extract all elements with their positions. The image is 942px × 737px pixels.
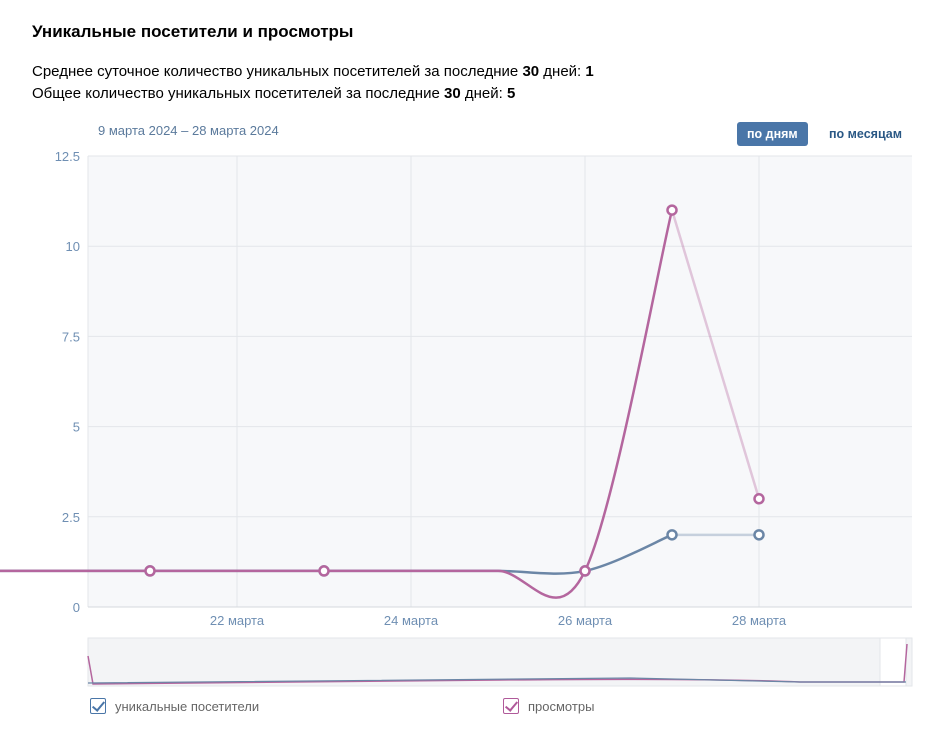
by-months-button[interactable]: по месяцам: [829, 127, 902, 141]
total-visitors-line: Общее количество уникальных посетителей …: [32, 85, 516, 102]
by-days-button[interactable]: по дням: [737, 122, 808, 146]
y-tick-label: 7.5: [62, 329, 80, 344]
plot-area: [88, 156, 912, 607]
data-point: [753, 493, 765, 505]
checkbox-icon: [503, 698, 519, 714]
total-value: 5: [506, 85, 516, 102]
avg-visitors-line: Среднее суточное количество уникальных п…: [32, 63, 594, 80]
checkbox-icon: [90, 698, 106, 714]
avg-days: 30: [522, 63, 540, 80]
data-point: [144, 565, 156, 577]
x-tick-label: 24 марта: [384, 613, 439, 628]
data-point: [753, 529, 765, 541]
y-tick-label: 5: [73, 420, 80, 435]
avg-value: 1: [585, 63, 594, 80]
x-tick-label: 26 марта: [558, 613, 613, 628]
x-tick-label: 22 марта: [210, 613, 265, 628]
data-point: [666, 204, 678, 216]
navigator-handle: [879, 637, 907, 687]
legend-visitors[interactable]: уникальные посетители: [90, 698, 259, 714]
x-tick-label: 28 марта: [732, 613, 787, 628]
date-range: 9 марта 2024 – 28 марта 2024: [98, 123, 279, 138]
navigator: [87, 637, 913, 687]
navigator-visitors-line: [87, 677, 906, 684]
series-line-partial: [670, 209, 761, 500]
y-tick-label: 10: [66, 239, 80, 254]
y-tick-label: 0: [73, 600, 80, 615]
section-title: Уникальные посетители и просмотры: [32, 22, 354, 41]
legend-views[interactable]: просмотры: [503, 698, 594, 714]
stats-summary: Среднее суточное количество уникальных п…: [32, 61, 594, 105]
y-tick-label: 2.5: [62, 510, 80, 525]
y-tick-label: 12.5: [55, 149, 80, 164]
data-point: [666, 529, 678, 541]
data-point: [579, 565, 591, 577]
total-days: 30: [443, 85, 461, 102]
data-point: [318, 565, 330, 577]
